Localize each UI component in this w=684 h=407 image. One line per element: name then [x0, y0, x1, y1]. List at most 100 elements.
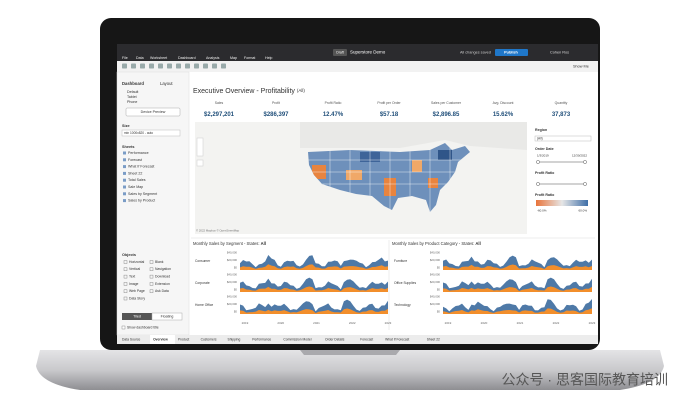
tab-bar [117, 335, 598, 344]
chart-title-text: Monthly Sales by Product Category - Stat… [392, 241, 474, 246]
object-item: Text [129, 274, 135, 278]
map-land [300, 122, 527, 150]
sheet-tab: What If Forecast [385, 337, 409, 341]
publish-button[interactable] [495, 49, 528, 56]
x-tick-label: 2021 [517, 321, 524, 325]
y-tick-label: $20,000 [430, 280, 441, 284]
row-label: Consumer [195, 259, 211, 263]
toolbar-icon [131, 63, 136, 69]
menu-item: Data [136, 56, 144, 60]
object-item: Web Page [129, 289, 145, 293]
x-tick-label: 2020 [277, 321, 284, 325]
sheet-item: Forecast [128, 158, 142, 162]
date-end: 12/30/2022 [572, 153, 587, 157]
kpi-value: $286,397 [263, 112, 289, 118]
object-icon [149, 267, 154, 271]
object-icon [123, 282, 128, 286]
y-tick-label: $20,000 [430, 258, 441, 262]
sheet-icon [123, 192, 126, 196]
chart-title-scope: All [261, 241, 266, 246]
state-fill [412, 160, 422, 172]
floating-button[interactable] [151, 312, 183, 321]
device-preview-label: Device Preview [141, 110, 166, 114]
device-preview-button[interactable] [125, 107, 181, 117]
state-fill [438, 150, 452, 160]
sheet-icon [123, 171, 126, 175]
y-tick-label: $20,000 [227, 302, 238, 306]
sheet-tab: Product [178, 337, 189, 341]
toolbar-icon [149, 63, 154, 69]
object-item: Horizontal [129, 260, 145, 264]
checkbox[interactable] [121, 325, 126, 330]
row-label: Home Office [195, 303, 213, 307]
sheet-item: Performance [128, 151, 149, 155]
watermark: 公众号 · 思客国际教育培训 [502, 372, 668, 388]
chart-title: Monthly Sales by Segment - States:All [193, 241, 266, 246]
show-me: Show Me [573, 65, 589, 69]
y-tick-label: $0 [234, 266, 238, 270]
section-label: Sheets [122, 145, 134, 149]
legend-max: 60.0% [578, 208, 587, 212]
draft-badge-text: Draft [336, 50, 344, 54]
workbook-name: Superstore Demo [350, 50, 386, 55]
object-icon [123, 267, 128, 271]
chart-title-scope: All [475, 241, 480, 246]
kpi-label: Profit per Order [377, 101, 401, 105]
y-tick-label: $20,000 [227, 280, 238, 284]
active-tab [150, 335, 175, 344]
toolbar-icon [203, 63, 208, 69]
x-tick-label: 2020 [481, 321, 488, 325]
kpi-label: Quantity [555, 101, 568, 105]
filter-value: (All) [537, 136, 543, 140]
sheet-icon [123, 151, 126, 155]
slider-handle[interactable] [536, 160, 540, 164]
menu-item: Help [265, 56, 272, 60]
toolbar-icon [212, 63, 217, 69]
area-series [443, 286, 592, 292]
area-series [443, 308, 592, 314]
sheet-tab: Performance [252, 337, 271, 341]
object-item: Blank [155, 260, 164, 264]
chart-title: Monthly Sales by Product Category - Stat… [392, 241, 481, 246]
legend-min: -60.0% [537, 208, 547, 212]
map-tool-control[interactable] [196, 159, 204, 167]
region-dropdown[interactable] [534, 135, 592, 142]
filter-label: Region [535, 128, 547, 132]
tiled-button[interactable] [122, 313, 152, 320]
filter-label: Profit Ratio [535, 171, 555, 175]
pane-tab: Dashboard [122, 81, 144, 86]
object-item: Ask Data [155, 289, 169, 293]
y-tick-label: $40,000 [430, 295, 441, 299]
section-label: Objects [122, 253, 136, 257]
y-tick-label: $0 [234, 310, 238, 314]
object-item: Data Story [129, 296, 145, 300]
map-zoom-control[interactable] [196, 137, 204, 157]
kpi-value: 37,873 [552, 112, 571, 118]
sheet-item: Sales by Product [128, 199, 155, 203]
slider-handle[interactable] [536, 182, 540, 186]
y-tick-label: $40,000 [430, 251, 441, 255]
object-item: Download [155, 274, 170, 278]
object-icon [149, 289, 154, 293]
y-tick-label: $20,000 [430, 302, 441, 306]
sheet-tab: Customers [201, 337, 217, 341]
object-icon [123, 289, 128, 293]
area-series [240, 308, 388, 314]
state-fill [346, 170, 362, 180]
x-tick-label: 2023 [589, 321, 596, 325]
sheet-tab: Order Details [325, 337, 345, 341]
kpi-value: 12.47% [323, 112, 344, 118]
sheet-icon [123, 158, 126, 162]
kpi-label: Sales [215, 101, 224, 105]
sheet-tab: Commission Model [283, 337, 311, 341]
menu-item: Worksheet [150, 56, 167, 60]
size-dropdown[interactable] [121, 129, 181, 137]
sheet-tab: Overview [153, 337, 168, 341]
section-label: Size [122, 124, 130, 128]
sheet-item: What If Forecast [128, 165, 154, 169]
x-tick-label: 2019 [242, 321, 249, 325]
slider-handle[interactable] [583, 160, 587, 164]
slider-handle[interactable] [583, 182, 587, 186]
object-item: Navigation [155, 267, 171, 271]
